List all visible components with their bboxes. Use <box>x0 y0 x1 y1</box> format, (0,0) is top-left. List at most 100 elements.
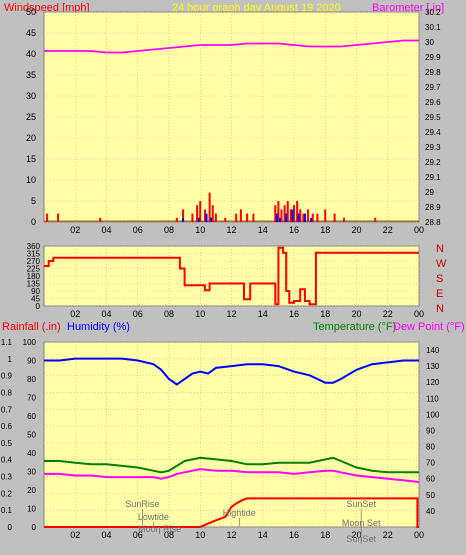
temperature-tick-label: 40 <box>426 507 435 516</box>
annotation-label: Moon Rise <box>138 524 181 534</box>
barometer-tick-label: 29.1 <box>425 173 441 182</box>
humidity-tick-label: 50 <box>27 431 36 440</box>
x-tick-label: 22 <box>383 309 393 319</box>
barometer-tick-label: 28.9 <box>425 203 441 212</box>
compass-label: N <box>436 303 444 315</box>
x-tick-label: 14 <box>258 309 268 319</box>
barometer-axis-title: Barometer [.in] <box>372 2 445 14</box>
wind-direction-line <box>44 246 419 306</box>
x-tick-label: 00 <box>414 309 424 319</box>
rainfall-tick-label: 0.9 <box>1 372 13 381</box>
humidity-tick-label: 80 <box>27 375 36 384</box>
windspeed-tick-label: 20 <box>26 133 36 143</box>
annotation-label: SunRise <box>125 499 159 509</box>
temperature-tick-label: 140 <box>426 346 440 355</box>
barometer-tick-label: 29.5 <box>425 113 441 122</box>
temperature-tick-label: 80 <box>426 443 435 452</box>
annotation-label: Hightide <box>223 508 256 518</box>
x-tick-label: 10 <box>195 309 205 319</box>
x-tick-label: 22 <box>383 225 393 235</box>
direction-tick-label: 270 <box>27 257 41 266</box>
humidity-tick-label: 10 <box>27 505 36 514</box>
x-tick-label: 18 <box>320 225 330 235</box>
barometer-line <box>44 39 419 54</box>
barometer-tick-label: 29.6 <box>425 98 441 107</box>
windspeed-tick-label: 30 <box>26 91 36 101</box>
direction-tick-label: 225 <box>27 265 41 274</box>
x-tick-label: 20 <box>351 225 361 235</box>
humidity-tick-label: 30 <box>27 468 36 477</box>
barometer-tick-label: 30.1 <box>425 23 441 32</box>
x-tick-label: 08 <box>164 309 174 319</box>
x-tick-label: 04 <box>101 225 111 235</box>
x-tick-label: 06 <box>133 309 143 319</box>
x-tick-label: 02 <box>70 309 80 319</box>
temperature-line <box>44 456 419 474</box>
x-tick-label: 12 <box>226 225 236 235</box>
barometer-tick-label: 29.3 <box>425 143 441 152</box>
direction-tick-label: 90 <box>31 287 40 296</box>
barometer-tick-label: 30 <box>425 38 434 47</box>
x-tick-label: 10 <box>195 225 205 235</box>
rainfall-tick-label: 1 <box>8 355 13 364</box>
x-tick-label: 12 <box>226 309 236 319</box>
barometer-tick-label: 29.4 <box>425 128 441 137</box>
windspeed-tick-label: 10 <box>26 175 36 185</box>
compass-label: N <box>436 243 444 255</box>
annotation-label: Moon Set <box>342 518 381 528</box>
x-tick-label: 22 <box>383 530 393 540</box>
humidity-tick-label: 90 <box>27 357 36 366</box>
barometer-tick-label: 29.9 <box>425 53 441 62</box>
direction-tick-label: 180 <box>27 272 41 281</box>
x-tick-label: 06 <box>133 225 143 235</box>
barometer-tick-label: 28.8 <box>425 218 441 227</box>
rainfall-tick-label: 0.1 <box>1 506 13 515</box>
humidity-tick-label: 0 <box>32 523 37 532</box>
x-tick-label: 16 <box>289 530 299 540</box>
direction-tick-label: 45 <box>31 295 40 304</box>
barometer-tick-label: 29 <box>425 188 434 197</box>
annotation-label: SunSet <box>346 534 376 544</box>
x-tick-label: 14 <box>258 530 268 540</box>
compass-label: S <box>436 273 443 285</box>
temperature-axis-title: Temperature (°F) <box>313 321 397 333</box>
x-tick-label: 10 <box>195 530 205 540</box>
temperature-tick-label: 120 <box>426 378 440 387</box>
dewpoint-line <box>44 468 420 483</box>
windspeed-tick-label: 40 <box>26 49 36 59</box>
humidity-tick-label: 40 <box>27 449 36 458</box>
direction-tick-label: 135 <box>27 280 41 289</box>
temperature-tick-label: 70 <box>426 459 435 468</box>
x-tick-label: 14 <box>258 225 268 235</box>
windspeed-tick-label: 45 <box>26 28 36 38</box>
x-tick-label: 00 <box>414 225 424 235</box>
x-tick-label: 18 <box>320 309 330 319</box>
x-tick-label: 04 <box>101 530 111 540</box>
windspeed-tick-label: 15 <box>26 154 36 164</box>
rainfall-tick-label: 0.8 <box>1 388 13 397</box>
temperature-tick-label: 60 <box>426 475 435 484</box>
annotation-label: SunSet <box>346 499 376 509</box>
x-tick-label: 18 <box>320 530 330 540</box>
x-tick-label: 08 <box>164 530 174 540</box>
rainfall-tick-label: 0.6 <box>1 422 13 431</box>
x-tick-label: 20 <box>351 309 361 319</box>
humidity-tick-label: 60 <box>27 412 36 421</box>
temperature-tick-label: 100 <box>426 410 440 419</box>
humidity-tick-label: 100 <box>23 338 37 347</box>
rainfall-tick-label: 0.4 <box>1 456 13 465</box>
rainfall-tick-label: 0 <box>8 523 13 532</box>
windspeed-tick-label: 25 <box>26 112 36 122</box>
temperature-tick-label: 110 <box>426 394 439 403</box>
x-tick-label: 08 <box>164 225 174 235</box>
rainfall-tick-label: 0.2 <box>1 489 13 498</box>
temperature-tick-label: 130 <box>426 362 440 371</box>
x-tick-label: 00 <box>414 530 424 540</box>
windspeed-tick-label: 0 <box>31 217 36 227</box>
rainfall-line <box>44 497 419 528</box>
rainfall-tick-label: 0.7 <box>1 405 13 414</box>
x-tick-label: 06 <box>133 530 143 540</box>
chart-title: 24 hour graph day August 19 2020 <box>172 2 341 14</box>
rainfall-tick-label: 0.3 <box>1 473 13 482</box>
annotation-label: Lowtide <box>138 512 169 522</box>
